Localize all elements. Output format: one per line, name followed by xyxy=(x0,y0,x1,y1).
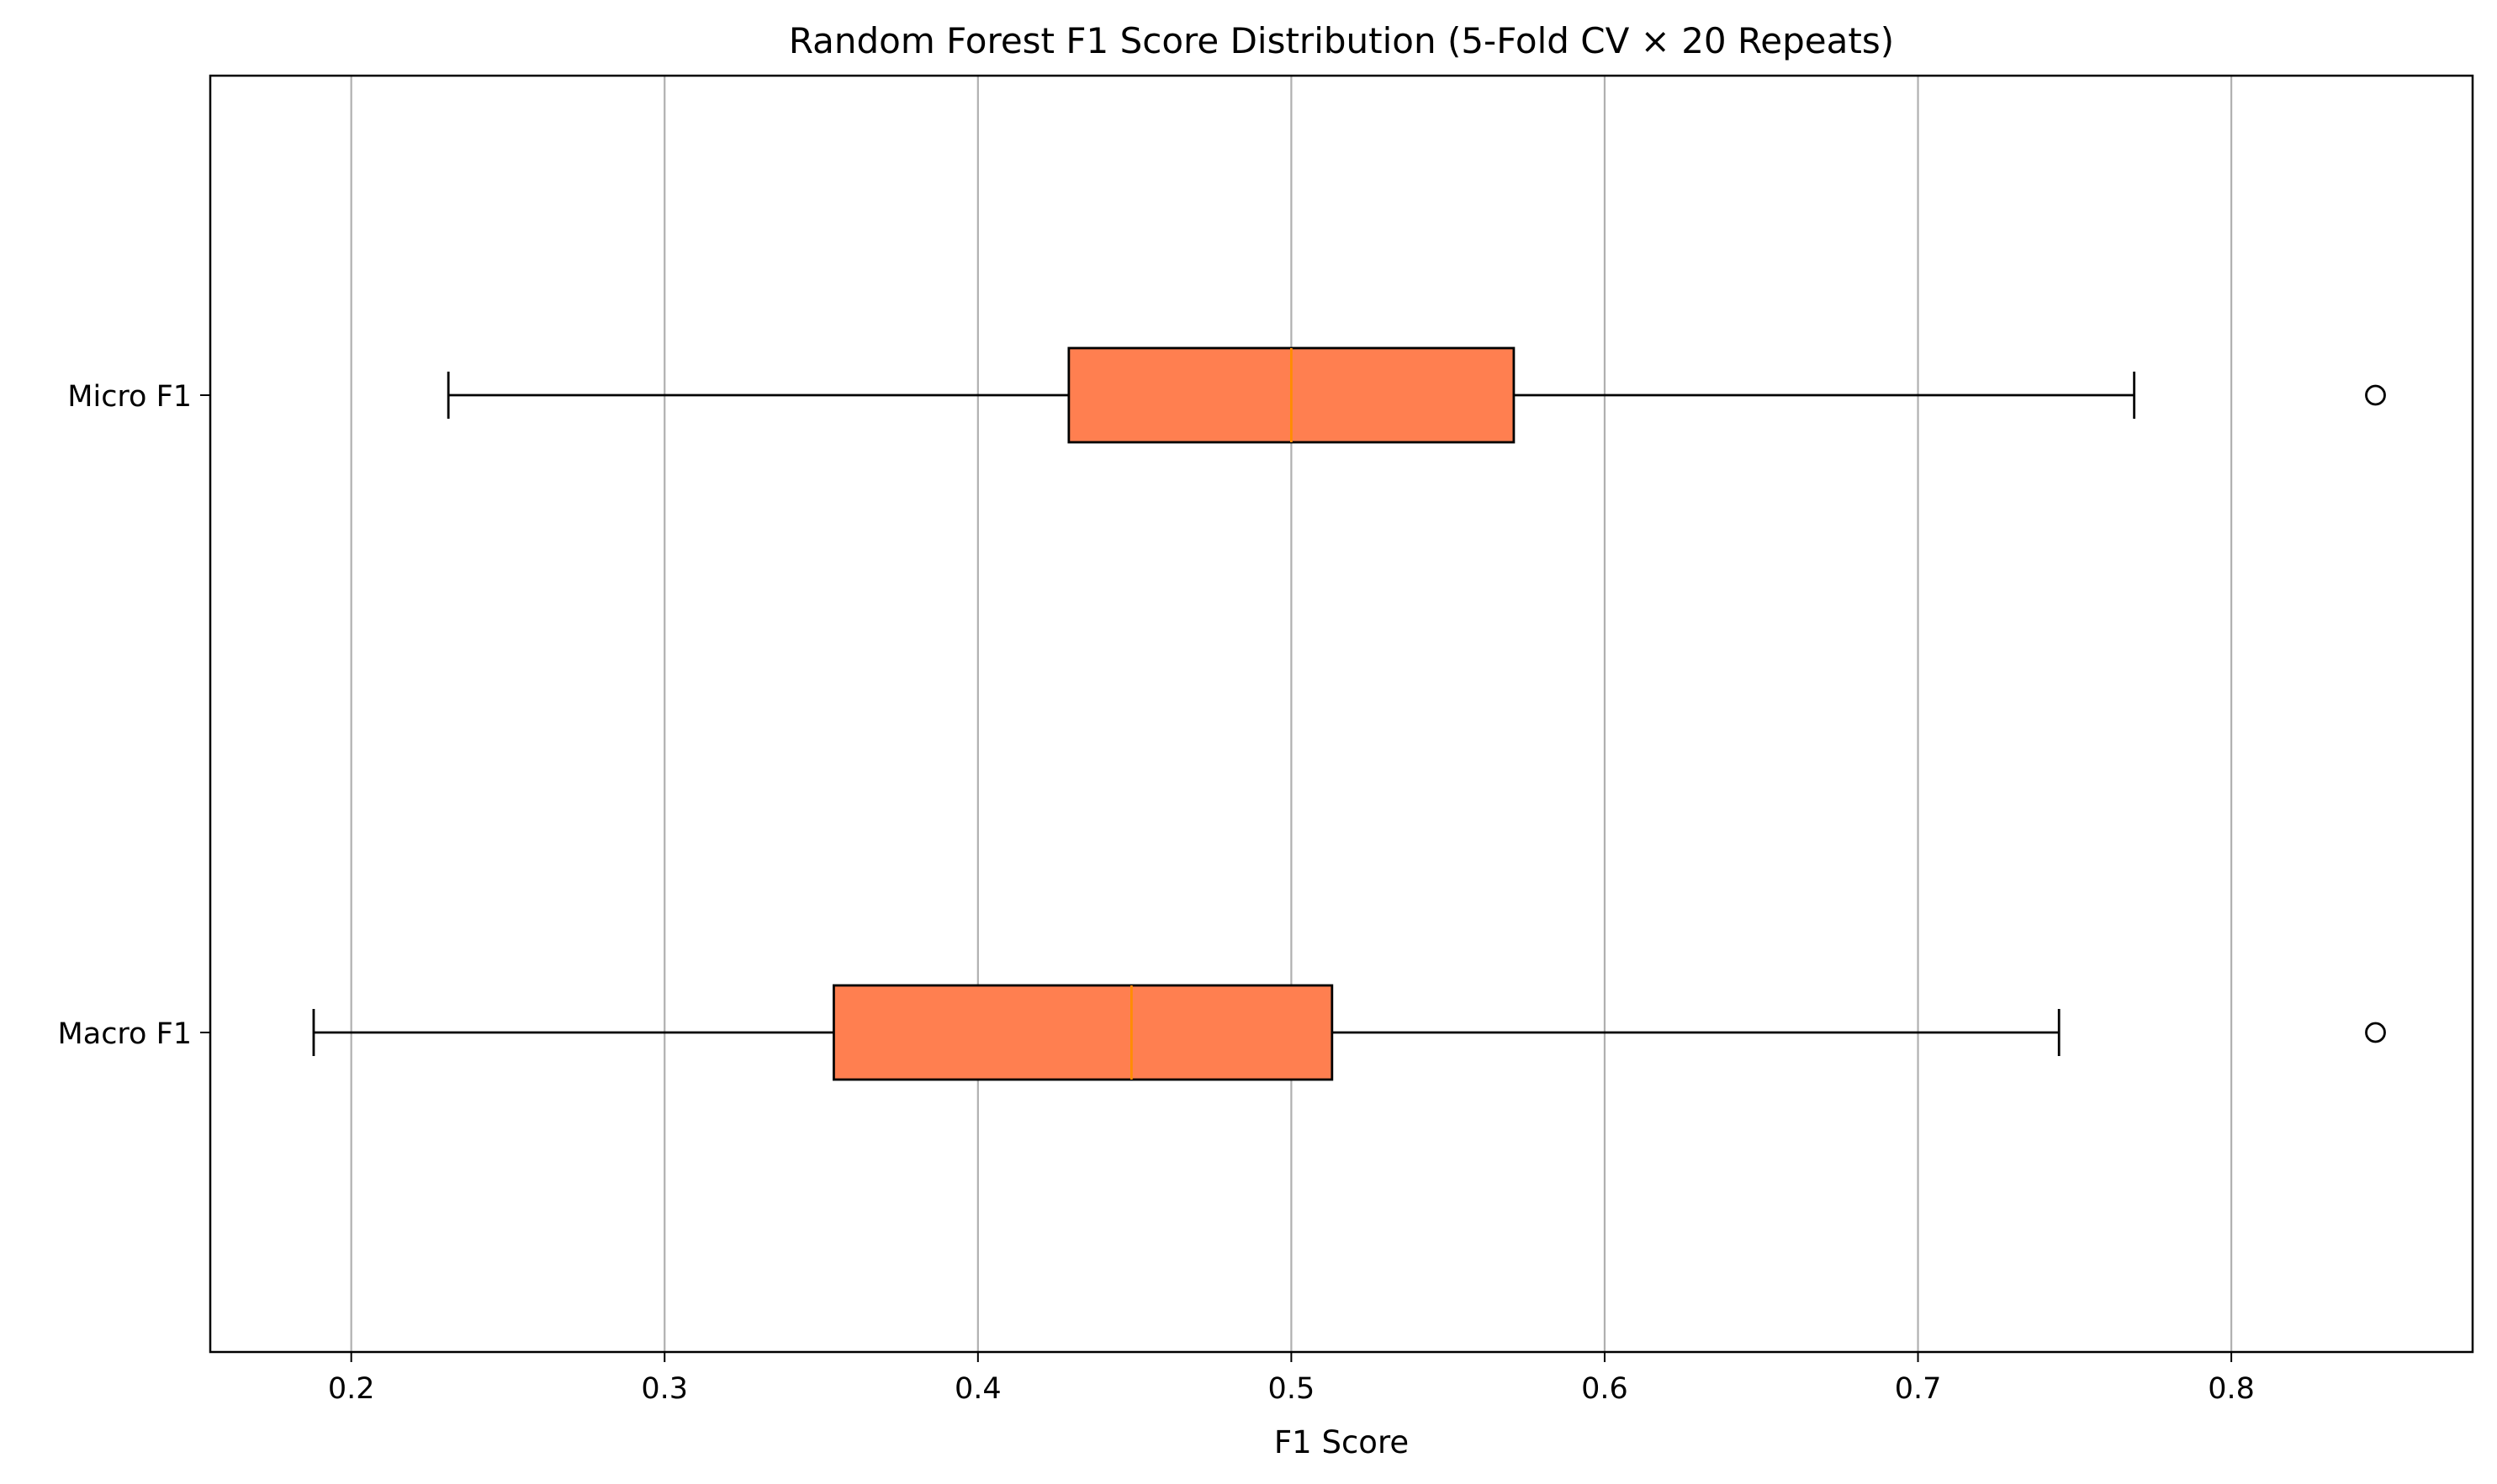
x-axis-ticks: 0.2 0.3 0.4 0.5 0.6 0.7 0.8 xyxy=(328,1352,2255,1406)
x-tick-label: 0.4 xyxy=(955,1372,1002,1406)
x-tick-label: 0.7 xyxy=(1895,1372,1942,1406)
boxes xyxy=(312,346,2386,1081)
y-tick-label: Macro F1 xyxy=(58,1017,192,1051)
outlier-point xyxy=(2365,1022,2386,1043)
chart-title: Random Forest F1 Score Distribution (5-F… xyxy=(789,20,1894,61)
x-tick-label: 0.3 xyxy=(641,1372,688,1406)
x-axis-label: F1 Score xyxy=(1274,1424,1409,1460)
x-tick-label: 0.8 xyxy=(2208,1372,2255,1406)
box-group xyxy=(312,984,2386,1081)
plot-frame xyxy=(209,74,2474,1354)
grid-lines xyxy=(350,76,2233,1352)
x-tick-label: 0.5 xyxy=(1268,1372,1315,1406)
outlier-point xyxy=(2365,384,2386,406)
x-tick-label: 0.2 xyxy=(328,1372,375,1406)
y-axis-ticks: Micro F1 Macro F1 xyxy=(58,380,210,1051)
box-group xyxy=(447,346,2386,444)
box-iqr xyxy=(833,984,1334,1081)
x-tick-label: 0.6 xyxy=(1581,1372,1628,1406)
y-tick-label: Micro F1 xyxy=(67,380,192,414)
